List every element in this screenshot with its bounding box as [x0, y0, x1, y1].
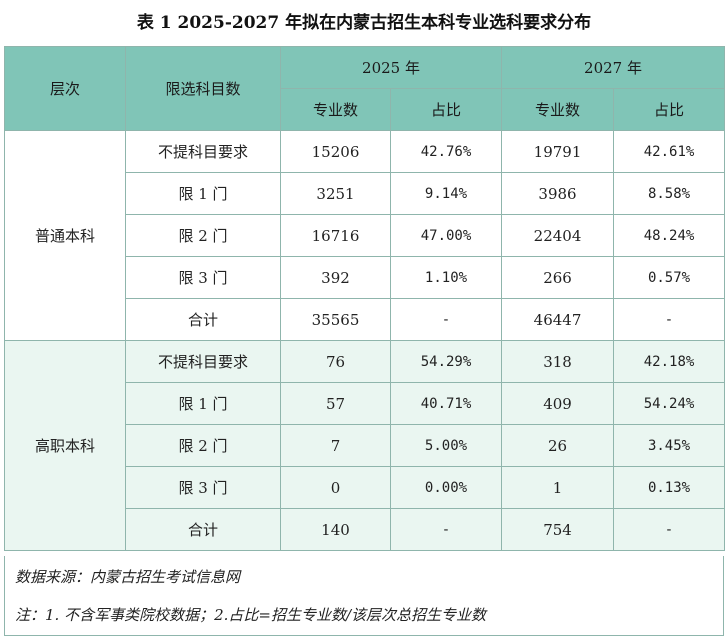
group-label: 普通本科	[4, 130, 126, 341]
count-2025: 7	[280, 424, 391, 467]
header-share-2025: 占比	[389, 88, 503, 131]
table-row: 限 1 门 57 40.71% 409 54.24%	[5, 382, 726, 425]
row-label: 不提科目要求	[125, 340, 281, 383]
table-row: 高职本科 不提科目要求 76 54.29% 318 42.18%	[4, 340, 726, 551]
table-row: 限 1 门 3251 9.14% 3986 8.58%	[5, 172, 726, 215]
count-2027: 409	[501, 382, 615, 425]
group-label: 高职本科	[4, 340, 126, 551]
share-2027: -	[613, 508, 726, 551]
table-row: 限 3 门 392 1.10% 266 0.57%	[5, 256, 726, 299]
header-share-2027: 占比	[613, 88, 726, 131]
share-2025: 0.00%	[389, 466, 503, 509]
count-2025: 16716	[280, 214, 391, 257]
data-table: 层次 限选科目数 2025 年 2027 年 专业数 占比 专业数 占比 普通本…	[4, 46, 726, 551]
share-2025: 54.29%	[389, 340, 503, 383]
count-2025: 0	[280, 466, 391, 509]
footnote: 注：1. 不含军事类院校数据；2.占比=招生专业数/该层次总招生专业数	[15, 606, 487, 624]
count-2027: 3986	[501, 172, 615, 215]
header-level: 层次	[4, 46, 126, 131]
header-count-2025: 专业数	[280, 88, 391, 131]
share-2025: -	[389, 298, 503, 341]
notes-area: 数据来源：内蒙古招生考试信息网 注：1. 不含军事类院校数据；2.占比=招生专业…	[4, 556, 724, 636]
row-label: 不提科目要求	[125, 130, 281, 173]
share-2027: -	[613, 298, 726, 341]
share-2027: 8.58%	[613, 172, 726, 215]
header-subject-req: 限选科目数	[125, 46, 281, 131]
share-2027: 42.61%	[613, 130, 726, 173]
share-2027: 42.18%	[613, 340, 726, 383]
count-2027: 754	[501, 508, 615, 551]
data-source-note: 数据来源：内蒙古招生考试信息网	[15, 568, 241, 586]
count-2027: 266	[501, 256, 615, 299]
count-2025: 392	[280, 256, 391, 299]
count-2025: 76	[280, 340, 391, 383]
row-label: 合计	[125, 298, 281, 341]
table-row: 普通本科 不提科目要求 15206 42.76% 19791 42.61%	[4, 130, 726, 341]
row-label: 限 1 门	[125, 172, 281, 215]
share-2025: 42.76%	[389, 130, 503, 173]
row-label: 限 2 门	[125, 424, 281, 467]
header-year-2027: 2027 年	[501, 46, 726, 89]
share-2025: 1.10%	[389, 256, 503, 299]
count-2025: 140	[280, 508, 391, 551]
count-2027: 46447	[501, 298, 615, 341]
table-row: 限 3 门 0 0.00% 1 0.13%	[5, 466, 726, 509]
row-label: 合计	[125, 508, 281, 551]
share-2027: 0.13%	[613, 466, 726, 509]
share-2027: 0.57%	[613, 256, 726, 299]
table-title: 表 1 2025-2027 年拟在内蒙古招生本科专业选科要求分布	[136, 13, 592, 33]
header-count-2027: 专业数	[501, 88, 615, 131]
table-row: 限 2 门 7 5.00% 26 3.45%	[5, 424, 726, 467]
count-2025: 15206	[280, 130, 391, 173]
count-2027: 19791	[501, 130, 615, 173]
table-row: 合计 35565-46447-	[5, 298, 726, 341]
count-2025: 3251	[280, 172, 391, 215]
share-2025: 9.14%	[389, 172, 503, 215]
share-2025: 40.71%	[389, 382, 503, 425]
share-2027: 54.24%	[613, 382, 726, 425]
table-row: 合计 140-754-	[5, 508, 726, 551]
table-row: 限 2 门 16716 47.00% 22404 48.24%	[5, 214, 726, 257]
share-2025: -	[389, 508, 503, 551]
count-2025: 57	[280, 382, 391, 425]
row-label: 限 2 门	[125, 214, 281, 257]
share-2027: 48.24%	[613, 214, 726, 257]
share-2025: 47.00%	[389, 214, 503, 257]
row-label: 限 1 门	[125, 382, 281, 425]
share-2027: 3.45%	[613, 424, 726, 467]
count-2027: 1	[501, 466, 615, 509]
count-2025: 35565	[280, 298, 391, 341]
share-2025: 5.00%	[389, 424, 503, 467]
count-2027: 318	[501, 340, 615, 383]
count-2027: 22404	[501, 214, 615, 257]
count-2027: 26	[501, 424, 615, 467]
row-label: 限 3 门	[125, 256, 281, 299]
header-year-2025: 2025 年	[279, 46, 503, 89]
row-label: 限 3 门	[125, 466, 281, 509]
